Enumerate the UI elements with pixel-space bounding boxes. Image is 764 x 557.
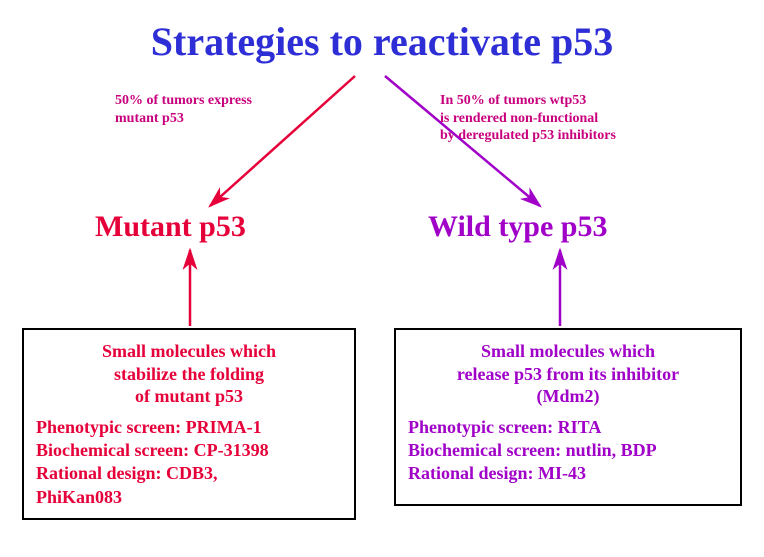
left-annotation-line1: 50% of tumors express [115,92,252,110]
left-box-description: Small molecules which stabilize the fold… [36,340,342,408]
right-desc-line3: (Mdm2) [408,385,728,408]
left-strategy-box: Small molecules which stabilize the fold… [22,328,356,520]
left-branch-title: Mutant p53 [95,210,246,244]
right-annotation: In 50% of tumors wtp53 is rendered non-f… [440,92,616,145]
right-strategy-box: Small molecules which release p53 from i… [394,328,742,506]
left-desc-line2: stabilize the folding [36,363,342,386]
right-desc-line2: release p53 from its inhibitor [408,363,728,386]
diagram-title: Strategies to reactivate p53 [0,18,764,65]
right-list-line3: Rational design: MI-43 [408,462,728,485]
left-desc-line1: Small molecules which [36,340,342,363]
right-list-line2: Biochemical screen: nutlin, BDP [408,439,728,462]
left-list-line4: PhiKan083 [36,486,342,509]
left-list-line1: Phenotypic screen: PRIMA-1 [36,416,342,439]
right-box-description: Small molecules which release p53 from i… [408,340,728,408]
right-annotation-line1: In 50% of tumors wtp53 [440,92,616,110]
left-annotation-line2: mutant p53 [115,110,252,128]
right-desc-line1: Small molecules which [408,340,728,363]
left-desc-line3: of mutant p53 [36,385,342,408]
left-list-line3: Rational design: CDB3, [36,462,342,485]
left-list-line2: Biochemical screen: CP-31398 [36,439,342,462]
right-annotation-line2: is rendered non-functional [440,110,616,128]
right-branch-title: Wild type p53 [428,210,608,244]
left-annotation: 50% of tumors express mutant p53 [115,92,252,127]
right-annotation-line3: by deregulated p53 inhibitors [440,127,616,145]
right-list-line1: Phenotypic screen: RITA [408,416,728,439]
